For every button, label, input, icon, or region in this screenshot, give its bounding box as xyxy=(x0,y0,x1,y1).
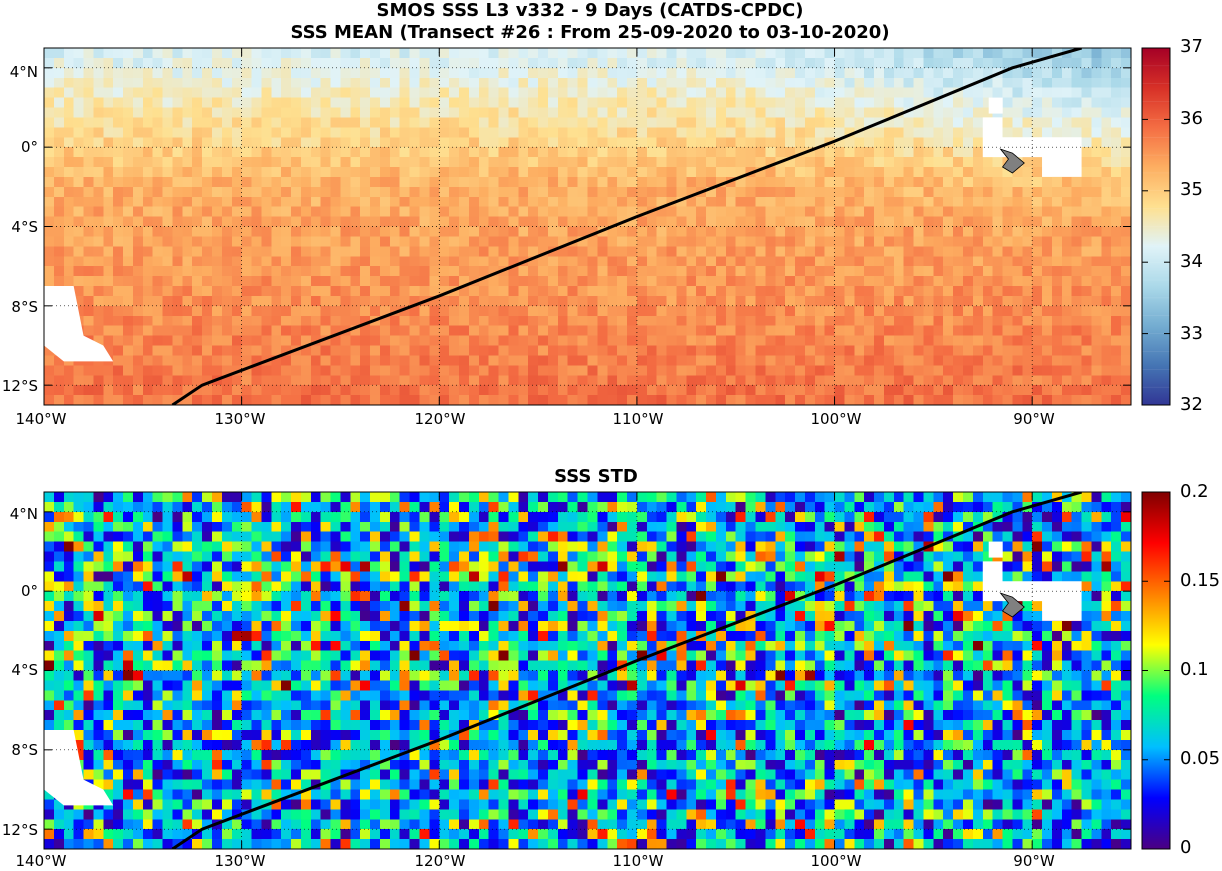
mean-axis-ticks xyxy=(44,48,1131,405)
mean-lat-label-12s: 12°S xyxy=(1,377,38,395)
std-lon-label-130w: 130°W xyxy=(214,852,266,870)
std-colorbar-tick-0-05: 0.05 xyxy=(1180,748,1221,769)
std-colorbar-tick-0-2: 0.2 xyxy=(1180,481,1209,502)
mean-colorbar-tick-35: 35 xyxy=(1180,179,1203,200)
sss-mean-colorbar xyxy=(1141,47,1171,406)
std-isabela-island xyxy=(999,592,1025,618)
mean-lon-label-100w: 100°W xyxy=(810,410,862,428)
mean-lat-label-0: 0° xyxy=(20,138,38,156)
mean-island-mask-2 xyxy=(988,97,1003,114)
mean-lon-label-140w: 140°W xyxy=(15,410,67,428)
std-field-image xyxy=(44,492,1131,849)
std-lat-label-8s: 8°S xyxy=(11,741,38,759)
mean-lat-label-4n: 4°N xyxy=(9,63,38,81)
std-lat-label-4n: 4°N xyxy=(9,505,38,523)
mean-marquesas-mask xyxy=(44,286,114,362)
sss-std-map xyxy=(43,491,1132,850)
std-lon-label-90w: 90°W xyxy=(1013,852,1055,870)
mean-colorbar-tick-34: 34 xyxy=(1180,251,1203,272)
mean-colorbar-fill xyxy=(1142,48,1170,405)
std-island-mask-2 xyxy=(988,541,1003,558)
sss-std-colorbar xyxy=(1141,491,1171,850)
mean-field xyxy=(44,48,1131,405)
mean-colorbar-frame xyxy=(1141,47,1171,406)
std-colorbar-tick-0: 0 xyxy=(1180,837,1192,858)
mean-isabela-island xyxy=(999,148,1025,174)
std-lon-label-100w: 100°W xyxy=(810,852,862,870)
std-marquesas-mask xyxy=(44,730,114,806)
figure-title-line2: SSS MEAN (Transect #26 : From 25-09-2020… xyxy=(290,22,890,43)
mean-colorbar-tick-33: 33 xyxy=(1180,323,1203,344)
mean-lon-label-90w: 90°W xyxy=(1013,410,1055,428)
mean-transect-line xyxy=(171,48,1083,405)
mean-lon-label-110w: 110°W xyxy=(612,410,664,428)
std-lon-label-120w: 120°W xyxy=(414,852,466,870)
figure-title-line1: SMOS SSS L3 v332 - 9 Days (CATDS-CPDC) xyxy=(376,0,804,21)
mean-colorbar-tick-37: 37 xyxy=(1180,36,1203,57)
mean-lat-label-4s: 4°S xyxy=(11,218,38,236)
std-panel-title: SSS STD xyxy=(554,466,638,487)
std-lon-label-140w: 140°W xyxy=(15,852,67,870)
mean-field-image xyxy=(44,48,1131,405)
sss-mean-map xyxy=(43,47,1132,406)
std-lat-label-12s: 12°S xyxy=(1,821,38,839)
std-colorbar-tick-0-1: 0.1 xyxy=(1180,659,1209,680)
std-axis-ticks xyxy=(44,492,1131,849)
mean-lat-label-8s: 8°S xyxy=(11,298,38,316)
std-colorbar-tick-0-15: 0.15 xyxy=(1180,570,1221,591)
std-lon-label-110w: 110°W xyxy=(612,852,664,870)
std-lat-label-4s: 4°S xyxy=(11,661,38,679)
std-transect-line xyxy=(171,492,1083,849)
std-lat-label-0: 0° xyxy=(20,582,38,600)
mean-lon-label-130w: 130°W xyxy=(214,410,266,428)
mean-colorbar-tick-32: 32 xyxy=(1180,394,1203,415)
std-field xyxy=(44,492,1131,849)
mean-lon-label-120w: 120°W xyxy=(414,410,466,428)
mean-colorbar-tick-36: 36 xyxy=(1180,108,1203,129)
